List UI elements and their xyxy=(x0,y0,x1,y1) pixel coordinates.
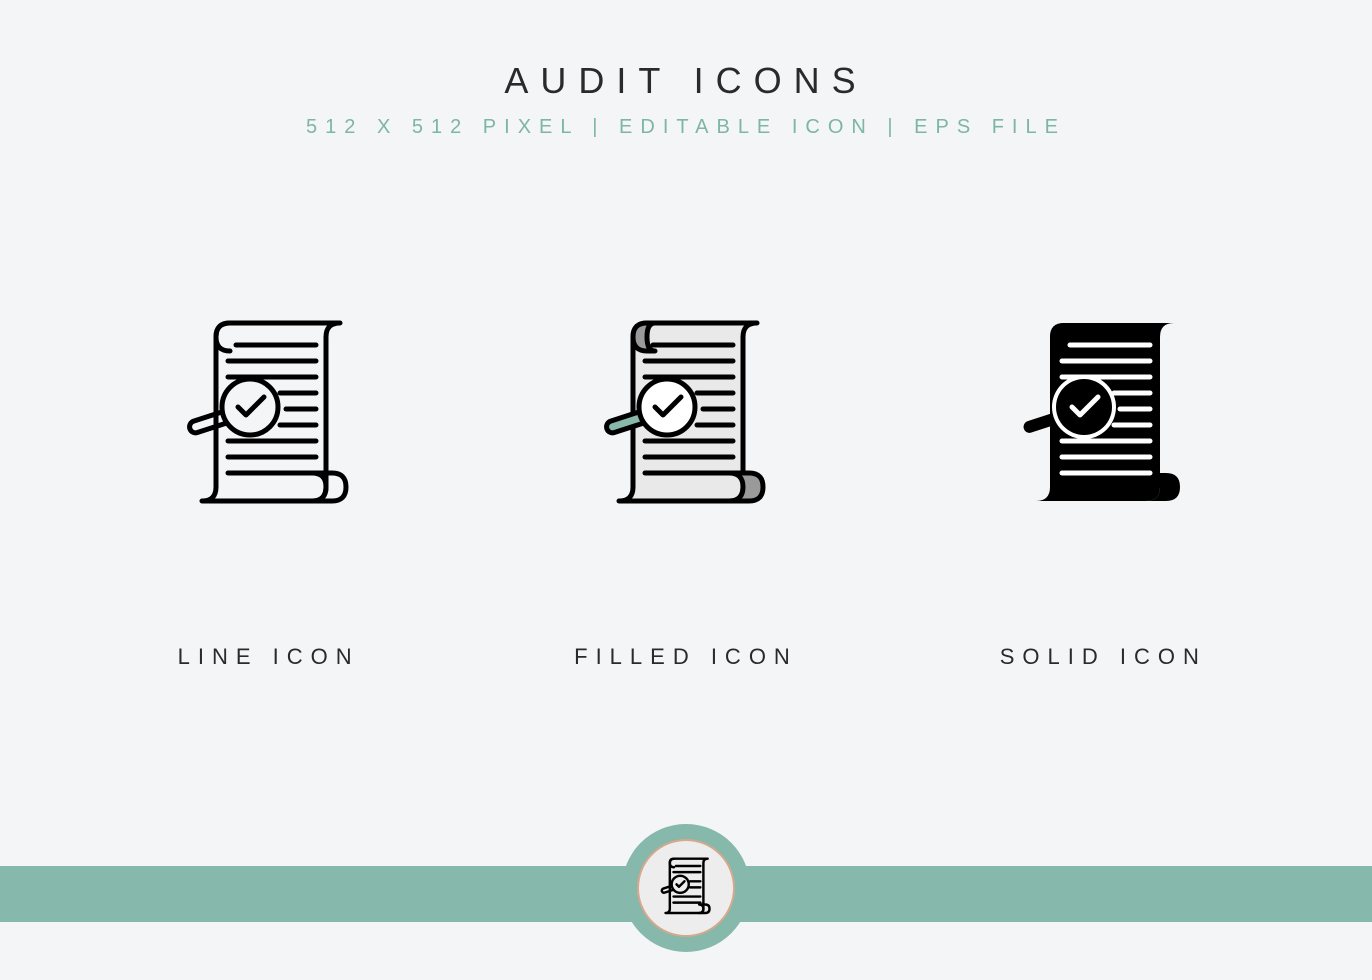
header: AUDIT ICONS 512 X 512 PIXEL | EDITABLE I… xyxy=(0,0,1372,139)
label-line: LINE ICON xyxy=(62,644,475,670)
audit-solid-icon xyxy=(993,309,1213,529)
footer-badge xyxy=(622,824,750,952)
icon-cell-solid xyxy=(897,309,1310,529)
icon-cell-line xyxy=(62,309,475,529)
audit-badge-icon xyxy=(657,857,715,919)
audit-line-icon xyxy=(159,309,379,529)
page-subtitle: 512 X 512 PIXEL | EDITABLE ICON | EPS FI… xyxy=(0,116,1372,139)
label-filled: FILLED ICON xyxy=(479,644,892,670)
page-title: AUDIT ICONS xyxy=(0,60,1372,102)
icon-cell-filled xyxy=(479,309,892,529)
icons-row xyxy=(0,309,1372,529)
audit-filled-icon xyxy=(576,309,796,529)
footer-badge-inner xyxy=(637,839,735,937)
labels-row: LINE ICON FILLED ICON SOLID ICON xyxy=(0,644,1372,670)
label-solid: SOLID ICON xyxy=(897,644,1310,670)
